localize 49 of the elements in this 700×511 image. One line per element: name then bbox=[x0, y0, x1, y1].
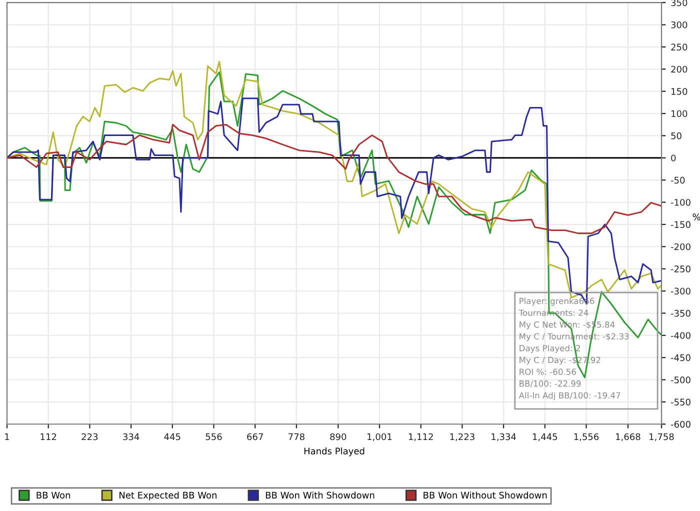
x-tick-label: 1,668 bbox=[616, 433, 640, 442]
y-tick-label: 300 bbox=[671, 21, 688, 28]
line-series bbox=[7, 60, 662, 298]
y-tick-label: 0 bbox=[671, 154, 676, 162]
x-tick-label: 223 bbox=[82, 433, 98, 440]
x-tick-label: 667 bbox=[247, 433, 263, 440]
x-tick-label: 1,001 bbox=[368, 433, 392, 442]
x-tick-label: 1,556 bbox=[574, 433, 599, 442]
x-tick-label: 334 bbox=[123, 433, 140, 440]
y-tick-label: -500 bbox=[670, 376, 690, 384]
annotation: ROI %: -60.56 bbox=[520, 368, 576, 375]
y-tick-label: -150 bbox=[670, 221, 690, 228]
y-tick-label: -200 bbox=[670, 243, 690, 250]
y-tick-label: -50 bbox=[670, 176, 685, 184]
x-tick-label: 556 bbox=[206, 433, 222, 440]
y-tick-label: 250 bbox=[671, 44, 688, 50]
y-tick-label: 100 bbox=[672, 110, 688, 118]
y-tick-label: 200 bbox=[671, 66, 688, 73]
legend-label: BB Won Without Showdown bbox=[424, 492, 547, 499]
x-tick-label: 112 bbox=[40, 433, 56, 440]
y-tick-label: -100 bbox=[670, 198, 690, 206]
y-tick-label: -550 bbox=[670, 398, 690, 406]
x-tick-label: 1 bbox=[5, 433, 10, 440]
line-series bbox=[7, 98, 662, 305]
y-tick-label: -250 bbox=[670, 266, 690, 272]
legend-label: BB Won bbox=[36, 492, 70, 499]
x-tick-label: 1,112 bbox=[408, 433, 433, 442]
annotation: All-In Adj BB/100: -19.47 bbox=[518, 392, 620, 400]
x-axis-title: Hands Played bbox=[304, 447, 364, 456]
y-tick-label: -350 bbox=[670, 310, 690, 317]
annotation: Days Played: 2 bbox=[520, 344, 580, 353]
y-tick-label: 50 bbox=[671, 132, 682, 140]
y-tick-label: -450 bbox=[670, 354, 690, 362]
x-tick-label: 1,445 bbox=[532, 433, 558, 442]
x-tick-label: 1,758 bbox=[650, 433, 674, 442]
y-tick-label: -400 bbox=[670, 332, 690, 339]
y-tick-label: -600 bbox=[670, 420, 690, 428]
x-tick-label: 445 bbox=[164, 433, 180, 440]
y-axis-title: % bbox=[692, 214, 700, 220]
x-tick-label: 1,223 bbox=[450, 433, 474, 442]
legend-label: Net Expected BB Won bbox=[120, 492, 216, 500]
y-tick-label: 150 bbox=[672, 88, 688, 95]
legend-label: BB Won With Showdown bbox=[266, 492, 374, 499]
x-tick-label: 778 bbox=[288, 433, 304, 440]
x-tick-label: 1,334 bbox=[492, 433, 516, 442]
y-tick-label: -300 bbox=[670, 288, 690, 295]
line-series bbox=[7, 124, 662, 234]
annotation: BB/100: -22.99 bbox=[520, 380, 581, 388]
x-tick-label: 890 bbox=[330, 433, 346, 440]
